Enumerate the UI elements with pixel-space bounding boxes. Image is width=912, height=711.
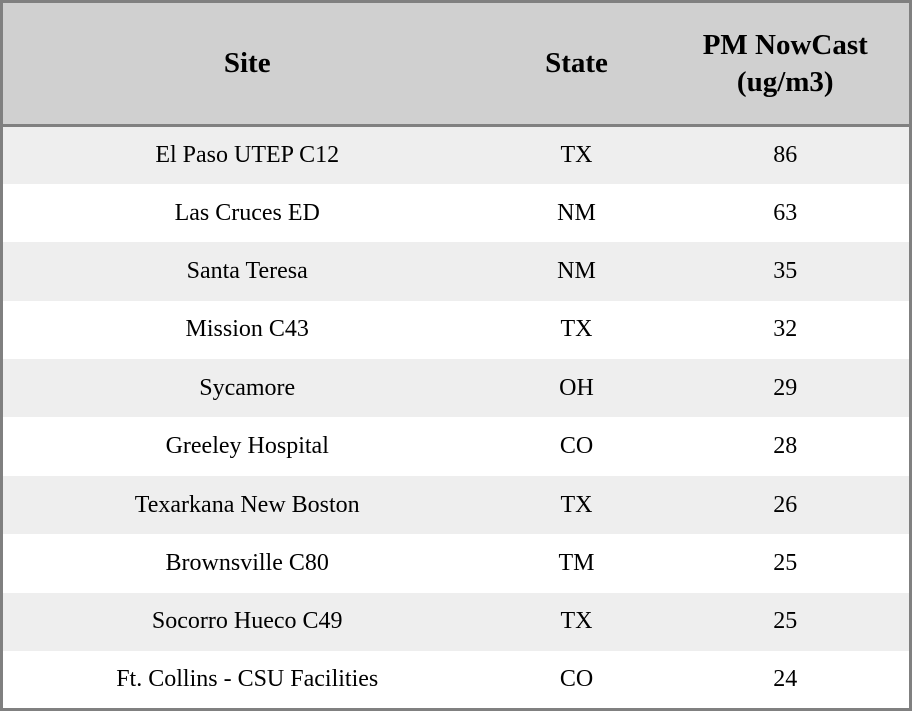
state-cell: TX xyxy=(560,316,593,343)
site-cell: Santa Teresa xyxy=(186,257,308,284)
value-cell: 25 xyxy=(773,549,798,576)
site-cell: Mission C43 xyxy=(185,316,309,343)
state-cell: TX xyxy=(560,491,593,518)
site-cell: Greeley Hospital xyxy=(165,433,329,460)
table-row: Ft. Collins - CSU Facilities CO 24 xyxy=(1,651,911,710)
column-header-site: Site xyxy=(1,1,492,127)
site-cell: Sycamore xyxy=(199,374,296,401)
value-cell: 25 xyxy=(773,608,798,635)
site-cell: Las Cruces ED xyxy=(174,199,320,226)
state-cell: TX xyxy=(560,608,593,635)
value-cell: 35 xyxy=(773,257,798,284)
value-cell: 86 xyxy=(773,141,798,168)
site-cell: Ft. Collins - CSU Facilities xyxy=(116,666,379,692)
state-cell: OH xyxy=(559,374,594,401)
table-row: Texarkana New Boston TX 26 xyxy=(1,475,911,535)
table-body: El Paso UTEP C12 TX 86 Las Cruces ED NM … xyxy=(1,125,911,710)
column-header-state: State xyxy=(491,1,662,127)
table-row: El Paso UTEP C12 TX 86 xyxy=(1,125,911,184)
table-row: Socorro Hueco C49 TX 25 xyxy=(1,592,911,652)
value-cell: 63 xyxy=(773,199,798,226)
table-header: Site State PM NowCast (ug/m3) xyxy=(1,1,911,127)
state-cell: CO xyxy=(559,666,594,692)
header-row: Site State PM NowCast (ug/m3) xyxy=(1,1,911,127)
site-cell: Socorro Hueco C49 xyxy=(151,608,343,635)
table-row: Las Cruces ED NM 63 xyxy=(1,183,911,243)
value-cell: 26 xyxy=(773,491,798,518)
table-row: Santa Teresa NM 35 xyxy=(1,242,911,301)
site-cell: Brownsville C80 xyxy=(165,549,329,576)
state-cell: NM xyxy=(557,257,596,284)
state-cell: CO xyxy=(559,433,594,460)
table-row: Brownsville C80 TM 25 xyxy=(1,534,911,593)
state-cell: TM xyxy=(558,549,595,576)
value-cell: 28 xyxy=(773,433,798,460)
value-cell: 24 xyxy=(773,666,798,692)
table-row: Greeley Hospital CO 28 xyxy=(1,417,911,476)
column-header-pm-nowcast: PM NowCast (ug/m3) xyxy=(661,1,911,127)
value-cell: 29 xyxy=(773,374,798,401)
value-cell: 32 xyxy=(773,316,798,343)
site-cell: El Paso UTEP C12 xyxy=(155,141,340,168)
table-row: Sycamore OH 29 xyxy=(1,359,911,418)
state-cell: TX xyxy=(560,141,593,168)
state-cell: NM xyxy=(557,199,596,226)
table-row: Mission C43 TX 32 xyxy=(1,300,911,360)
site-cell: Texarkana New Boston xyxy=(134,491,360,518)
